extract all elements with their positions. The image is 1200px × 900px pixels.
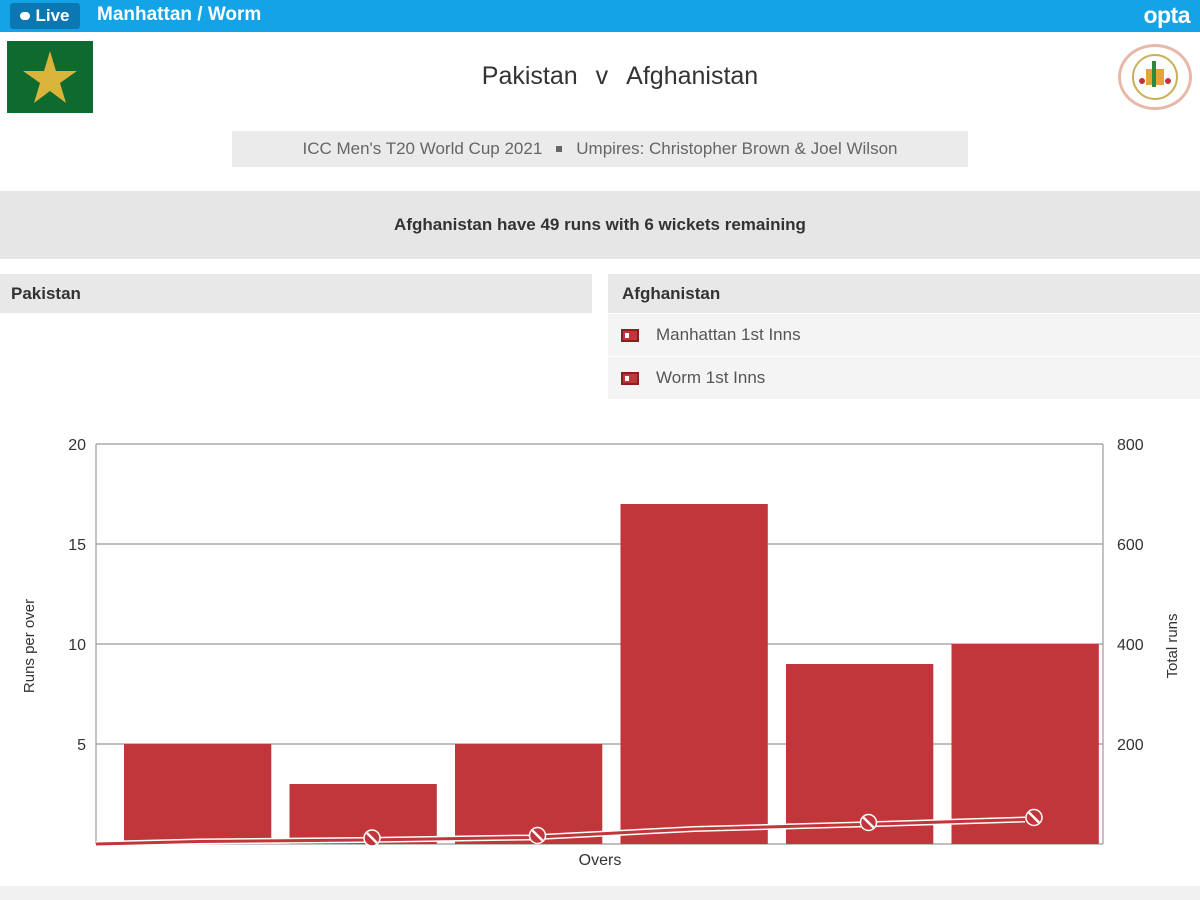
y2-tick-label: 200 [1117, 737, 1144, 754]
worm-line [95, 818, 1026, 846]
manhattan-bar [951, 644, 1099, 844]
live-dot-icon [20, 12, 31, 20]
x-axis-title: Overs [579, 852, 622, 869]
wicket-marker-stripe [366, 832, 378, 844]
manhattan-bar [124, 744, 272, 844]
manhattan-worm-chart: 5 10 15 20 200 400 600 800 Overs Runs per over Tot… [21, 437, 1181, 869]
team-header-pakistan[interactable]: Pakistan [0, 274, 592, 313]
y-tick-label: 5 [77, 737, 86, 754]
manhattan-bar [786, 664, 934, 844]
bottom-strip [0, 886, 1200, 900]
match-info-strip: ICC Men's T20 World Cup 2021 Umpires: Ch… [232, 131, 968, 167]
y-tick-label: 10 [68, 637, 86, 654]
y-tick-label: 20 [68, 437, 86, 454]
bullet-icon [556, 146, 563, 152]
brand-logo: opta [1143, 2, 1190, 28]
widget-title: Manhattan / Worm [97, 4, 262, 25]
y2-tick-label: 600 [1117, 537, 1144, 554]
y2-axis-title: Total runs [1164, 613, 1181, 678]
team-header-afghanistan[interactable]: Afghanistan [608, 274, 1200, 313]
legend-label-manhattan: Manhattan 1st Inns [656, 325, 801, 344]
live-badge[interactable]: Live [10, 3, 80, 29]
legend-swatch-icon [621, 371, 639, 385]
top-bar: Live Manhattan / Worm opta [0, 0, 1200, 32]
y2-tick-label: 400 [1117, 637, 1144, 654]
pakistan-flag-icon [7, 41, 93, 113]
competition-name: ICC Men's T20 World Cup 2021 [302, 139, 543, 158]
legend-item-worm[interactable]: Worm 1st Inns [608, 357, 1200, 399]
away-team-name: Afghanistan [626, 62, 759, 90]
y2-tick-label: 800 [1117, 437, 1144, 454]
wicket-marker-stripe [531, 829, 544, 842]
match-status-text: Afghanistan have 49 runs with 6 wickets … [394, 215, 806, 234]
match-title: Pakistan v Afghanistan [0, 62, 1200, 91]
afghanistan-cricket-board-logo-icon [1118, 44, 1192, 110]
y-axis-title: Runs per over [21, 599, 38, 693]
manhattan-bar [289, 784, 437, 844]
live-label: Live [35, 6, 70, 25]
legend-item-manhattan[interactable]: Manhattan 1st Inns [608, 314, 1200, 356]
wicket-marker-stripe [1028, 811, 1040, 824]
legend-swatch-icon [621, 328, 639, 342]
manhattan-bar [620, 504, 768, 844]
home-team-name: Pakistan [481, 62, 578, 90]
legend-label-worm: Worm 1st Inns [656, 368, 766, 387]
umpires-text: Umpires: Christopher Brown & Joel Wilson [576, 139, 898, 158]
match-status-band: Afghanistan have 49 runs with 6 wickets … [0, 191, 1200, 259]
manhattan-bar [455, 744, 603, 844]
y-tick-label: 15 [68, 537, 86, 554]
versus-label: v [595, 62, 609, 90]
wicket-marker-stripe [862, 816, 875, 829]
